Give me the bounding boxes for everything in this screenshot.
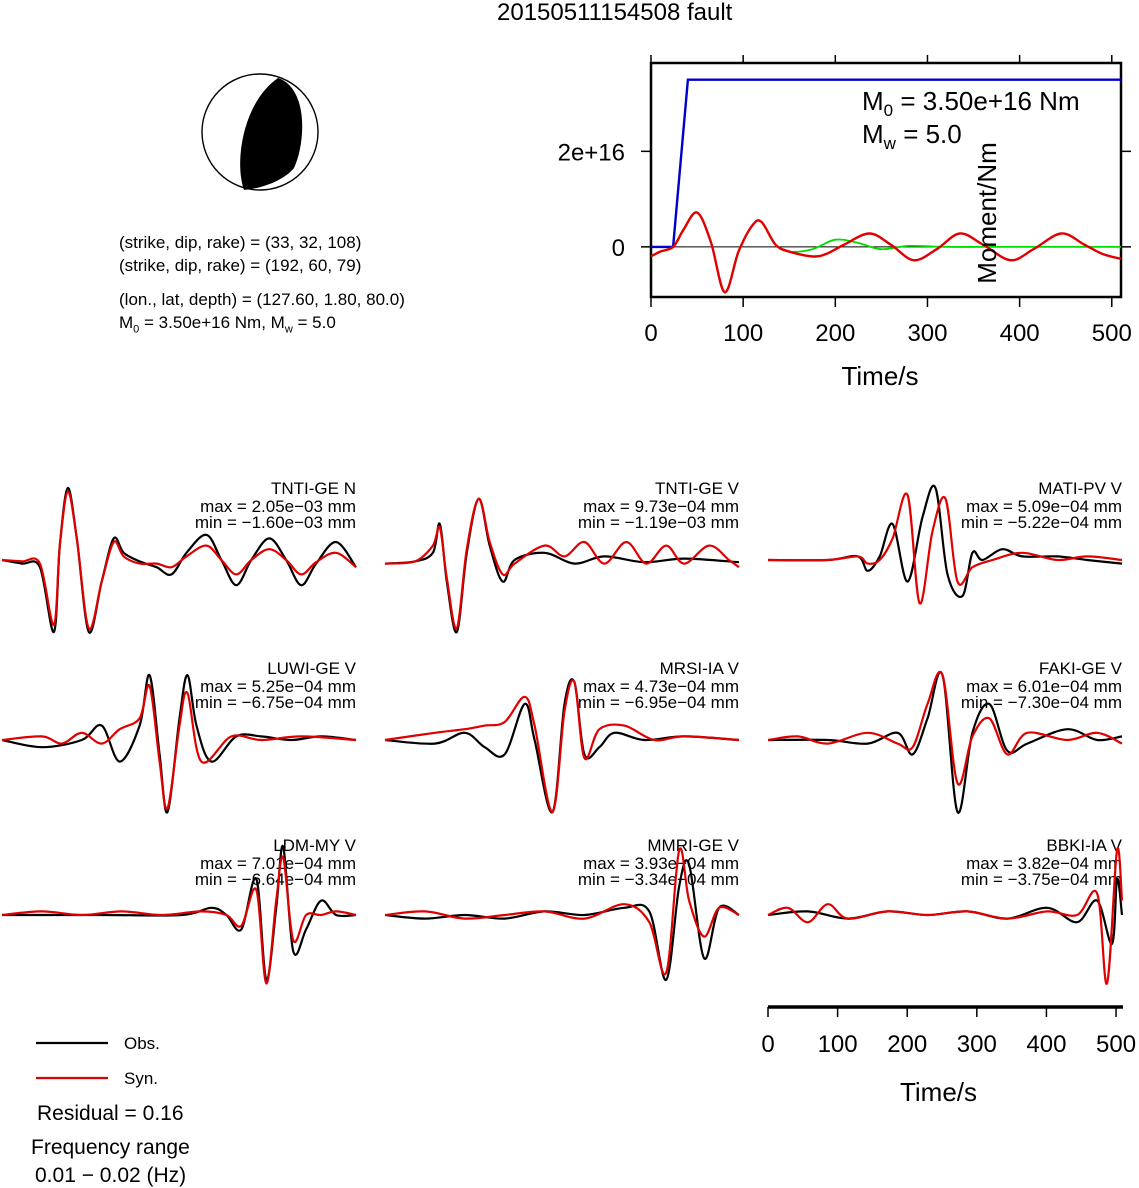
waveform-xtick-label: 500 xyxy=(1096,1031,1136,1058)
synthetic-trace xyxy=(1,683,357,811)
station-name: MATI-PV V xyxy=(1038,479,1122,498)
synthetic-trace xyxy=(1,855,357,985)
moment-chart: 0 2e+16 0 100 200 300 400 500 Time/s Moment/Nm xyxy=(558,55,1132,391)
m0-label: M0 = 3.50e+16 Nm xyxy=(862,86,1080,121)
synthetic-trace xyxy=(767,492,1123,605)
station-min: min = −1.60e−03 mm xyxy=(195,513,356,532)
station-name: BBKI-IA V xyxy=(1046,836,1122,855)
location-depth: (lon., lat, depth) = (127.60, 1.80, 80.0… xyxy=(119,290,405,309)
waveform-time-axis: 0 100 200 300 400 500 Time/s xyxy=(761,1005,1136,1107)
station-max: max = 5.09e−04 mm xyxy=(966,497,1122,516)
station-max: max = 5.25e−04 mm xyxy=(200,677,356,696)
station-min: min = −3.75e−04 mm xyxy=(961,870,1122,889)
legend-syn-label: Syn. xyxy=(124,1069,159,1088)
station-min: min = −6.75e−04 mm xyxy=(195,693,356,712)
moment-xtick-label: 0 xyxy=(644,320,657,347)
waveform-xtick-label: 300 xyxy=(957,1031,997,1058)
legend-obs-label: Obs. xyxy=(124,1034,160,1053)
synthetic-trace xyxy=(384,497,740,630)
station-max: max = 2.05e−03 mm xyxy=(200,497,356,516)
moment-xtick-label: 500 xyxy=(1092,320,1132,347)
station-max: max = 7.01e−04 mm xyxy=(200,854,356,873)
station-name: LUWI-GE V xyxy=(267,659,356,678)
moment-xlabel: Time/s xyxy=(841,361,918,391)
station-name: MRSI-IA V xyxy=(660,659,740,678)
synthetic-trace xyxy=(384,847,740,976)
station-name: TNTI-GE V xyxy=(655,479,740,498)
moment-xtick-label: 300 xyxy=(907,320,947,347)
frequency-range: 0.01 − 0.02 (Hz) xyxy=(35,1164,187,1187)
synthetic-trace xyxy=(767,846,1124,985)
waveform-xtick-label: 200 xyxy=(887,1031,927,1058)
station-min: min = −1.19e−03 mm xyxy=(578,513,739,532)
station-max: max = 4.73e−04 mm xyxy=(583,677,739,696)
waveform-xtick-label: 100 xyxy=(818,1031,858,1058)
station-min: min = −7.30e−04 mm xyxy=(961,693,1122,712)
station-name: FAKI-GE V xyxy=(1039,659,1123,678)
moment-xtick-label: 200 xyxy=(815,320,855,347)
observed-trace xyxy=(767,484,1123,598)
waveform-xlabel: Time/s xyxy=(900,1077,977,1107)
station-min: min = −5.22e−04 mm xyxy=(961,513,1122,532)
mw-label: Mw = 5.0 xyxy=(862,119,962,154)
station-min: min = −6.95e−04 mm xyxy=(578,693,739,712)
synthetic-trace xyxy=(1,490,357,631)
legend xyxy=(36,1041,108,1080)
focal-mechanism-beachball xyxy=(201,73,319,191)
station-max: max = 9.73e−04 mm xyxy=(583,497,739,516)
station-name: LDM-MY V xyxy=(273,836,356,855)
station-max: max = 6.01e−04 mm xyxy=(966,677,1122,696)
station-min: min = −6.64e−04 mm xyxy=(195,870,356,889)
nodal-plane-2: (strike, dip, rake) = (192, 60, 79) xyxy=(119,256,362,275)
moment-xtick-label: 100 xyxy=(723,320,763,347)
observed-trace xyxy=(2,844,357,981)
station-max: max = 3.93e−04 mm xyxy=(583,854,739,873)
station-max: max = 3.82e−04 mm xyxy=(966,854,1122,873)
station-name: TNTI-GE N xyxy=(271,479,356,498)
figure-title: 20150511154508 fault xyxy=(497,0,733,26)
station-min: min = −3.34e−04 mm xyxy=(578,870,739,889)
station-name: MMRI-GE V xyxy=(647,836,739,855)
synthetic-trace xyxy=(384,679,740,814)
nodal-plane-1: (strike, dip, rake) = (33, 32, 108) xyxy=(119,233,362,252)
waveform-xtick-label: 0 xyxy=(761,1031,774,1058)
moment-ylabel: Moment/Nm xyxy=(972,142,1002,284)
moment-series-cumulative-moment xyxy=(651,78,1121,249)
residual-text: Residual = 0.16 xyxy=(37,1102,184,1125)
frequency-title: Frequency range xyxy=(31,1136,190,1159)
moment-ytick-label: 0 xyxy=(612,235,625,262)
moment-magnitude-info: M0 = 3.50e+16 Nm, Mw = 5.0 xyxy=(119,313,336,336)
moment-series-moment-rate xyxy=(650,211,1121,294)
moment-plot-frame xyxy=(649,61,1123,299)
moment-series-moment-rate-synthetic xyxy=(650,211,1122,294)
synthetic-trace xyxy=(767,671,1123,786)
observed-trace xyxy=(384,859,740,981)
waveform-xtick-label: 400 xyxy=(1026,1031,1066,1058)
moment-ytick-label: 2e+16 xyxy=(558,139,625,166)
moment-xtick-label: 400 xyxy=(1000,320,1040,347)
